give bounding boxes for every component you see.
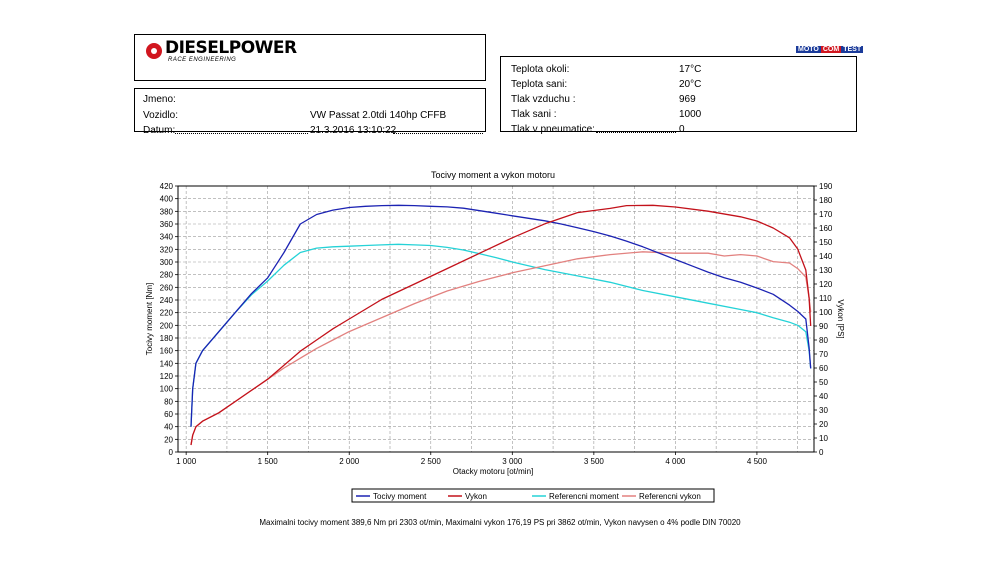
cond-label-2: Tlak vzduchu : xyxy=(511,94,576,105)
y2tick-label-14: 140 xyxy=(819,252,833,261)
ytick-label-9: 180 xyxy=(160,334,174,343)
legend-label-1: Vykon xyxy=(465,492,487,501)
series-line-referencni-vykon xyxy=(190,251,812,446)
y2tick-label-13: 130 xyxy=(819,266,833,275)
y2tick-label-4: 40 xyxy=(819,392,828,401)
xtick-label-7: 4 500 xyxy=(747,457,768,466)
ytick-label-20: 400 xyxy=(160,195,174,204)
cond-value-4: 0 xyxy=(679,124,685,135)
cond-label-4: Tlak v pneumatice: xyxy=(511,124,595,135)
ytick-label-17: 340 xyxy=(160,233,174,242)
legend-label-3: Referencni vykon xyxy=(639,492,701,501)
brand-subtitle: RACE ENGINEERING xyxy=(168,57,237,63)
cond-value-3: 1000 xyxy=(679,109,702,120)
ytick-label-1: 20 xyxy=(164,435,173,444)
xtick-label-0: 1 000 xyxy=(176,457,197,466)
vozidlo-value: VW Passat 2.0tdi 140hp CFFB xyxy=(310,110,447,121)
y-axis-label: Tocivy moment [Nm] xyxy=(145,283,154,355)
badge-test: TEST xyxy=(841,46,864,53)
ytick-label-21: 420 xyxy=(160,182,174,191)
y2tick-label-2: 20 xyxy=(819,420,828,429)
y2tick-label-6: 60 xyxy=(819,364,828,373)
y2tick-label-5: 50 xyxy=(819,378,828,387)
x-axis-label: Otacky motoru [ot/min] xyxy=(453,467,533,476)
jmeno-label: Jmeno: xyxy=(143,94,176,105)
datum-value: 21.3.2016 13:10:22 xyxy=(310,125,397,136)
conditions-box xyxy=(500,56,857,132)
ytick-label-13: 260 xyxy=(160,283,174,292)
y2tick-label-10: 100 xyxy=(819,308,833,317)
ytick-label-8: 160 xyxy=(160,347,174,356)
series-line-referencni-moment xyxy=(190,243,812,427)
ytick-label-19: 380 xyxy=(160,207,174,216)
badge-com: COM xyxy=(820,46,842,53)
chart-grid xyxy=(178,186,814,452)
ytick-label-15: 300 xyxy=(160,258,174,267)
ytick-label-10: 200 xyxy=(160,321,174,330)
cond-value-1: 20°C xyxy=(679,79,702,90)
vehicle-info-box xyxy=(134,88,486,132)
y2tick-label-17: 170 xyxy=(819,210,833,219)
ytick-label-14: 280 xyxy=(160,271,174,280)
xtick-label-4: 3 000 xyxy=(502,457,523,466)
motocomtest-badge: MOTO COM TEST xyxy=(796,46,864,53)
right-axis: 0 10 20 30 40 50 60 70 80 90 100 110 120 130 140 150 160… xyxy=(814,182,833,457)
legend-label-0: Tocivy moment xyxy=(373,492,427,501)
y2tick-label-8: 80 xyxy=(819,336,828,345)
y2tick-label-9: 90 xyxy=(819,322,828,331)
ytick-label-6: 120 xyxy=(160,372,174,381)
y2tick-label-15: 150 xyxy=(819,238,833,247)
y2tick-label-3: 30 xyxy=(819,406,828,415)
left-axis: 0 20 40 60 80 100 120 140 160 180 200 220 240 260 280 3… xyxy=(160,182,178,457)
xtick-label-1: 1 500 xyxy=(258,457,279,466)
ytick-label-2: 40 xyxy=(164,423,173,432)
summary-footer: Maximalni tocivy moment 389,6 Nm pri 230… xyxy=(259,518,741,527)
y2tick-label-7: 70 xyxy=(819,350,828,359)
xtick-label-6: 4 000 xyxy=(665,457,686,466)
cond-label-3: Tlak sani : xyxy=(511,109,557,120)
badge-moto: MOTO xyxy=(796,46,821,53)
series-lines xyxy=(190,204,812,446)
ytick-label-7: 140 xyxy=(160,359,174,368)
y2-axis-label: Vykon [PS] xyxy=(836,299,845,338)
xtick-label-2: 2 000 xyxy=(339,457,360,466)
cond-label-1: Teplota sani: xyxy=(511,79,568,90)
xtick-label-5: 3 500 xyxy=(584,457,605,466)
y2tick-label-19: 190 xyxy=(819,182,833,191)
brand-name: DIESELPOWER xyxy=(165,38,297,58)
datum-leader xyxy=(175,133,308,134)
ytick-label-3: 60 xyxy=(164,410,173,419)
logo-box xyxy=(134,34,486,81)
datum-leader-2 xyxy=(393,133,483,134)
y2tick-label-1: 10 xyxy=(819,434,828,443)
x-axis: 1 000 1 500 2 000 2 500 3 000 3 500 4 000 4 500 xyxy=(176,452,767,466)
ytick-label-11: 220 xyxy=(160,309,174,318)
series-line-tocivy-moment xyxy=(190,204,812,427)
ytick-label-5: 100 xyxy=(160,385,174,394)
y2tick-label-12: 120 xyxy=(819,280,833,289)
xtick-label-3: 2 500 xyxy=(421,457,442,466)
dieselpower-logo-icon xyxy=(146,43,162,59)
ytick-label-12: 240 xyxy=(160,296,174,305)
plot-frame xyxy=(177,185,815,453)
vozidlo-label: Vozidlo: xyxy=(143,110,179,121)
y2tick-label-18: 180 xyxy=(819,196,833,205)
ytick-label-18: 360 xyxy=(160,220,174,229)
chart-title: Tocivy moment a vykon motoru xyxy=(431,170,555,180)
ytick-label-0: 0 xyxy=(169,448,174,457)
ytick-label-4: 80 xyxy=(164,397,173,406)
pneu-leader xyxy=(596,132,676,133)
y2tick-label-0: 0 xyxy=(819,448,824,457)
y2tick-label-16: 160 xyxy=(819,224,833,233)
legend-label-2: Referencni moment xyxy=(549,492,620,501)
ytick-label-16: 320 xyxy=(160,245,174,254)
cond-value-2: 969 xyxy=(679,94,696,105)
series-line-vykon xyxy=(190,204,812,446)
y2tick-label-11: 110 xyxy=(819,294,832,303)
cond-value-0: 17°C xyxy=(679,64,702,75)
datum-label: Datum: xyxy=(143,125,176,136)
legend: Tocivy moment Vykon Referencni moment Refer… xyxy=(356,492,701,501)
cond-label-0: Teplota okoli: xyxy=(511,64,570,75)
